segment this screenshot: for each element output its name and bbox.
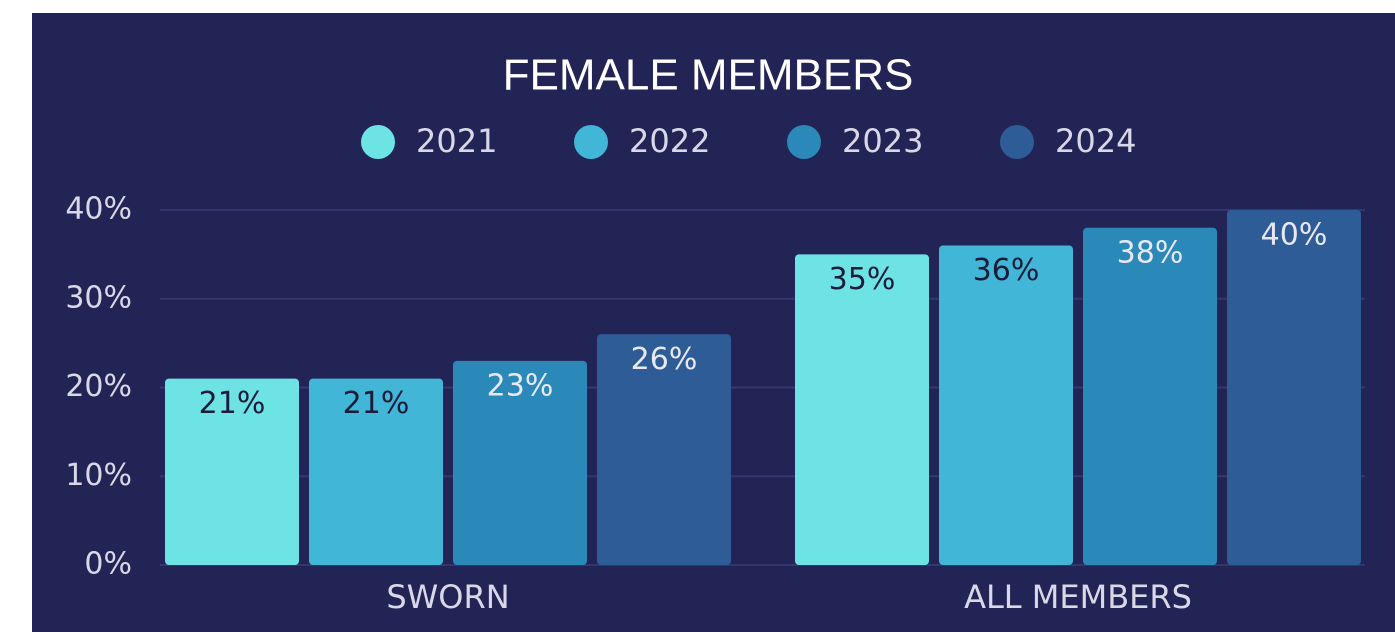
legend-label: 2021 — [416, 122, 497, 160]
legend-label: 2024 — [1055, 122, 1136, 160]
y-tick-label: 20% — [65, 369, 132, 404]
y-tick-label: 40% — [65, 192, 132, 227]
bar — [795, 254, 929, 565]
legend-marker — [361, 125, 395, 159]
value-label: 35% — [829, 262, 896, 297]
value-label: 23% — [487, 368, 554, 403]
bar — [597, 334, 731, 565]
legend-marker — [787, 125, 821, 159]
y-tick-label: 0% — [84, 547, 132, 582]
value-label: 21% — [199, 386, 266, 421]
bar — [939, 245, 1073, 565]
legend-marker — [1000, 125, 1034, 159]
value-label: 38% — [1117, 235, 1184, 270]
value-label: 26% — [631, 342, 698, 377]
y-tick-label: 30% — [65, 280, 132, 315]
x-tick-label: ALL MEMBERS — [964, 578, 1192, 616]
y-tick-label: 10% — [65, 458, 132, 493]
x-tick-label: SWORN — [386, 578, 509, 616]
legend-label: 2023 — [842, 122, 923, 160]
value-label: 40% — [1261, 218, 1328, 253]
legend-label: 2022 — [629, 122, 710, 160]
bar — [453, 360, 587, 565]
bar — [309, 378, 443, 565]
value-label: 21% — [343, 386, 410, 421]
bar — [1227, 210, 1361, 565]
legend-marker — [574, 125, 608, 159]
bar — [1083, 227, 1217, 565]
value-label: 36% — [973, 253, 1040, 288]
bar — [165, 378, 299, 565]
chart-title: FEMALE MEMBERS — [503, 51, 914, 100]
